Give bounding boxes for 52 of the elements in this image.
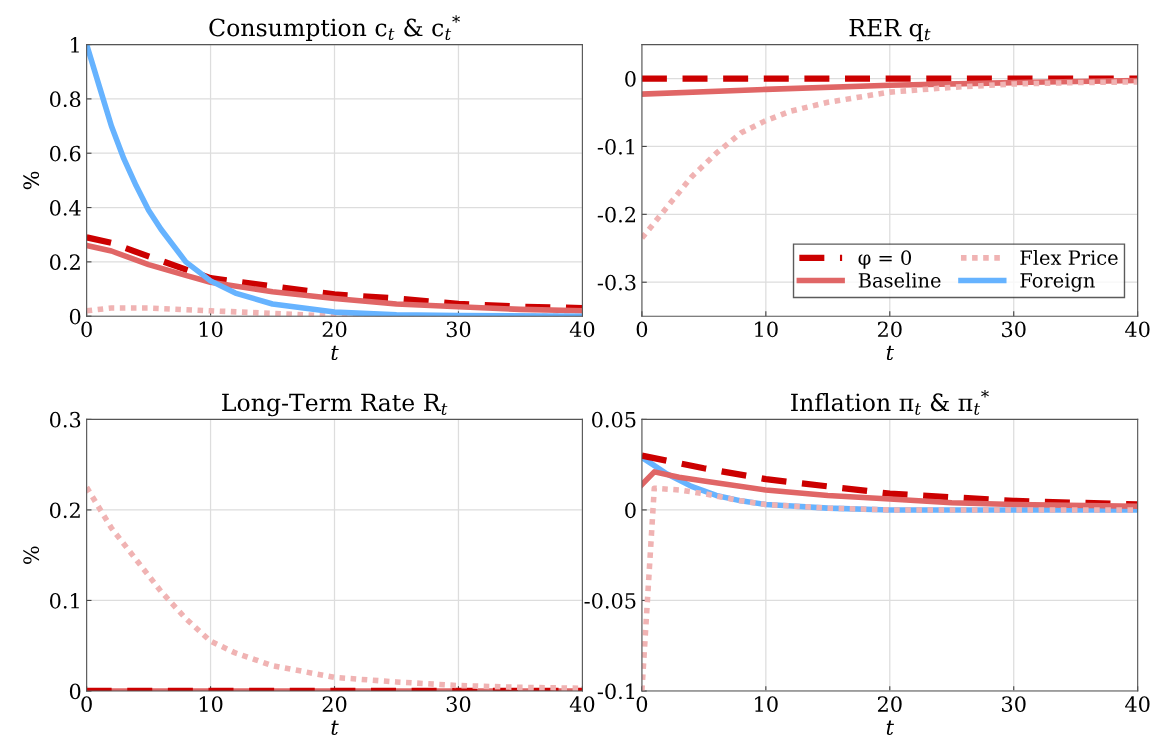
x-tick-label: 20 — [322, 696, 347, 712]
x-tick-label: 30 — [446, 696, 471, 712]
x-tick-label: 10 — [199, 696, 223, 712]
x-tick-label: 10 — [755, 696, 778, 712]
x-tick-label: 40 — [569, 696, 595, 712]
chart-title: Long-Term Rate R$_{t}$ — [222, 393, 448, 417]
y-tick-label: 0.05 — [592, 411, 636, 428]
x-tick-label: 0 — [81, 696, 92, 712]
y-tick-label: 0 — [625, 502, 636, 519]
y-tick-label: -0.05 — [584, 592, 636, 609]
x-tick-label: 0 — [636, 696, 648, 712]
x-tick-label: 20 — [877, 321, 902, 338]
x-tick-label: 30 — [446, 321, 471, 338]
y-tick-label: 0 — [69, 683, 81, 700]
x-axis-title: t — [331, 345, 339, 361]
x-tick-label: 20 — [322, 321, 347, 338]
x-tick-label: 40 — [1125, 696, 1150, 712]
x-tick-label: 30 — [1002, 696, 1026, 712]
legend-label: Flex Price — [1020, 249, 1118, 265]
legend-label: Baseline — [858, 272, 941, 288]
y-tick-label: -0.3 — [597, 274, 636, 291]
y-tick-label: -0.2 — [597, 206, 635, 223]
y-tick-label: 0.3 — [50, 411, 81, 428]
y-tick-label: -0.1 — [597, 138, 635, 155]
y-tick-label: 0.6 — [50, 145, 81, 162]
y-tick-label: 0.4 — [50, 199, 81, 216]
x-tick-label: 30 — [1002, 321, 1026, 338]
y-tick-label: 0.2 — [50, 502, 80, 519]
x-tick-label: 10 — [199, 321, 223, 338]
y-tick-label: -0.1 — [597, 683, 635, 700]
y-tick-label: 0.1 — [50, 592, 79, 609]
legend-label: φ = 0 — [858, 250, 912, 269]
x-axis-title: t — [331, 720, 339, 735]
y-tick-label: 0 — [69, 308, 81, 325]
y-tick-label: 0 — [625, 70, 636, 87]
y-tick-label: 0.2 — [50, 254, 80, 271]
x-tick-label: 0 — [81, 321, 92, 338]
x-tick-label: 40 — [569, 321, 595, 338]
chart-title: Inflation π$_{t}$ & π$_{t}$$^{*}$ — [791, 390, 989, 415]
y-tick-label: 0.8 — [50, 91, 81, 108]
x-tick-label: 40 — [1125, 321, 1150, 338]
y-axis-title: % — [23, 546, 40, 564]
x-tick-label: 10 — [755, 321, 778, 338]
x-axis-title: t — [886, 720, 894, 735]
x-tick-label: 20 — [877, 696, 902, 712]
y-tick-label: 1 — [71, 37, 79, 53]
y-axis-title: % — [23, 171, 40, 190]
x-axis-title: t — [886, 345, 894, 361]
legend-label: Foreign — [1020, 273, 1095, 292]
chart-title: Consumption c$_{t}$ & c$_{t}$$^{*}$ — [209, 15, 460, 41]
x-tick-label: 0 — [636, 321, 648, 338]
chart-title: RER q$_{t}$ — [849, 19, 931, 42]
